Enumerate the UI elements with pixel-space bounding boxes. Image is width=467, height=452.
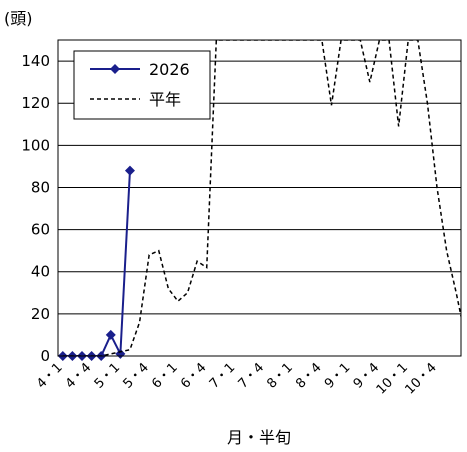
data-point-2026	[105, 329, 116, 340]
x-tick-label: 10・4	[402, 360, 439, 397]
y-tick-label: 60	[31, 221, 50, 239]
x-tick-label: 8・1	[264, 360, 295, 391]
y-tick-label: 140	[21, 52, 50, 70]
y-tick-label: 40	[31, 263, 50, 281]
y-axis-unit: (頭)	[4, 9, 33, 28]
legend-label-heinen: 平年	[149, 90, 181, 109]
plot-frame	[57, 39, 462, 357]
x-tick-label: 5・1	[92, 360, 123, 391]
x-axis-ticks: 4・14・45・15・46・16・47・17・48・18・49・19・410・1…	[34, 360, 440, 397]
x-tick-label: 10・1	[374, 360, 411, 397]
x-tick-label: 4・1	[34, 360, 65, 391]
x-tick-label: 7・1	[207, 360, 238, 391]
x-tick-label: 4・4	[63, 360, 94, 391]
y-axis-ticks: 0 20 40 60 80 100 120 140	[21, 52, 50, 365]
legend-box	[73, 50, 211, 120]
y-tick-label: 20	[31, 305, 50, 323]
y-tick-label: 80	[31, 178, 50, 196]
x-tick-label: 9・1	[322, 360, 353, 391]
y-tick-label: 0	[40, 347, 50, 365]
x-tick-label: 7・4	[236, 360, 267, 391]
data-point-2026	[115, 348, 126, 359]
x-tick-label: 8・4	[293, 360, 324, 391]
x-tick-label: 5・4	[120, 360, 151, 391]
legend: 2026 平年	[73, 50, 211, 120]
legend-marker-2026	[110, 64, 120, 74]
data-point-2026	[124, 165, 135, 176]
series-line-1	[62, 40, 461, 356]
series-line-0	[62, 170, 131, 356]
x-tick-label: 6・1	[149, 360, 180, 391]
y-tick-label: 120	[21, 94, 50, 112]
x-axis-title: 月・半旬	[227, 428, 291, 447]
x-tick-label: 6・4	[178, 360, 209, 391]
legend-label-2026: 2026	[149, 60, 190, 79]
y-tick-label: 100	[21, 136, 50, 154]
